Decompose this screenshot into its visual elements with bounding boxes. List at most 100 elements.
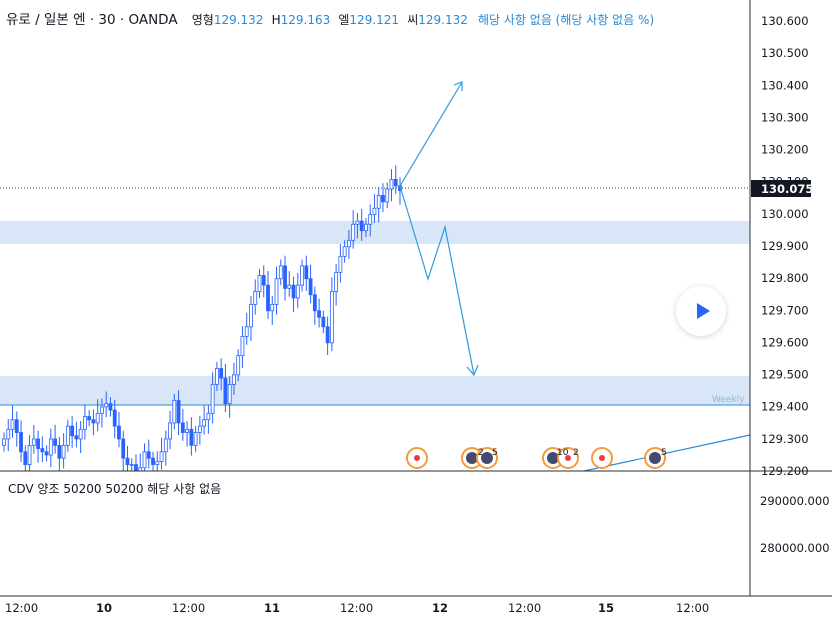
event-marker[interactable] — [644, 447, 666, 469]
price-tick: 129.900 — [761, 239, 809, 253]
candle-body — [372, 207, 377, 216]
event-badge: 5 — [492, 448, 498, 458]
candle-body — [189, 428, 194, 446]
indicator-tick: 280000.000 — [760, 541, 830, 555]
candle-body — [117, 425, 121, 440]
time-tick: 12:00 — [172, 601, 205, 615]
time-tick: 15 — [598, 601, 614, 615]
time-axis[interactable]: 12:00 10 12:00 11 12:00 12 12:00 15 12:0… — [5, 601, 709, 615]
candle-body — [312, 294, 317, 312]
candle-body — [321, 316, 326, 328]
candle-body — [125, 457, 130, 465]
candle-body — [65, 425, 70, 446]
candle-body — [100, 406, 104, 414]
candle-body — [78, 428, 83, 440]
candle-body — [23, 451, 28, 465]
price-tick: 129.300 — [761, 432, 809, 446]
candle-body — [257, 275, 262, 292]
candle-body — [283, 265, 287, 289]
close-label: 씨 — [407, 13, 419, 27]
resistance-zone — [0, 221, 750, 244]
candle-body — [193, 432, 198, 446]
price-tick: 129.700 — [761, 303, 809, 317]
play-button[interactable] — [676, 286, 726, 336]
price-tick: 129.600 — [761, 335, 809, 349]
candle-body — [338, 255, 343, 273]
support-zone — [0, 376, 750, 405]
candle-body — [295, 284, 300, 299]
indicator-legend[interactable]: CDV 양조 50200 50200 해당 사항 없음 — [8, 482, 222, 496]
price-tick: 130.600 — [761, 14, 809, 28]
event-marker[interactable] — [542, 447, 564, 469]
event-marker[interactable] — [591, 447, 613, 469]
event-marker[interactable] — [557, 447, 579, 469]
candle-body — [95, 412, 100, 424]
candle-body — [304, 265, 309, 280]
price-tick: 130.200 — [761, 143, 809, 157]
chart-header: 유로 / 일본 엔 · 30 · OANDA 영형129.132 H129.16… — [6, 8, 654, 28]
price-tick: 130.000 — [761, 207, 809, 221]
candle-body — [385, 188, 390, 203]
price-tick: 129.800 — [761, 271, 809, 285]
candle-body — [342, 246, 347, 257]
candle-body — [197, 425, 202, 433]
event-marker[interactable] — [406, 447, 428, 469]
candle-body — [215, 368, 219, 385]
candle-body — [317, 310, 321, 318]
projection-down-arrowhead — [466, 364, 479, 377]
candle-body — [163, 438, 168, 453]
time-tick: 12 — [432, 601, 448, 615]
price-tick: 130.500 — [761, 46, 809, 60]
candle-body — [44, 451, 49, 456]
low-label: 엘 — [338, 13, 350, 27]
candle-body — [253, 291, 258, 305]
candle-body — [227, 384, 232, 405]
candle-body — [210, 384, 215, 414]
current-price-label: 130.075 — [761, 182, 813, 196]
candle-body — [121, 438, 126, 459]
candle-body — [236, 355, 241, 376]
indicator-tick: 290000.000 — [760, 494, 830, 508]
candle-body — [40, 448, 45, 453]
candle-body — [364, 223, 368, 232]
time-tick: 12:00 — [676, 601, 709, 615]
candle-body — [83, 416, 87, 430]
candle-body — [104, 403, 109, 408]
candle-body — [146, 451, 151, 459]
candle-body — [355, 220, 360, 225]
time-tick: 12:00 — [5, 601, 38, 615]
candle-body — [155, 460, 160, 465]
candle-body — [325, 326, 330, 344]
candle-body — [232, 374, 236, 385]
candle-body — [287, 284, 292, 289]
candle-body — [300, 265, 304, 286]
candle-body — [206, 412, 211, 421]
candle-body — [308, 278, 313, 296]
candle-body — [291, 284, 296, 299]
candle-body — [6, 428, 11, 440]
weekly-label: Weekly — [712, 395, 745, 405]
symbol-title[interactable]: 유로 / 일본 엔 · 30 · OANDA — [6, 12, 178, 28]
price-axis[interactable]: 130.600130.500130.400130.300130.200130.1… — [761, 14, 809, 478]
change-value: 해당 사항 없음 (해당 사항 없음 %) — [478, 13, 655, 27]
candle-body — [376, 195, 381, 209]
trend-line — [583, 434, 751, 472]
low-value: 129.121 — [349, 13, 400, 27]
candle-body — [27, 444, 32, 465]
candle-body — [70, 425, 75, 437]
projection-down-path — [399, 185, 475, 376]
event-marker[interactable] — [476, 447, 498, 469]
candle-body — [142, 451, 147, 469]
candle-body — [329, 291, 334, 344]
candle-body — [359, 220, 364, 232]
price-tick: 129.500 — [761, 368, 809, 382]
price-tick: 130.300 — [761, 110, 809, 124]
candle-body — [91, 419, 96, 424]
candle-body — [57, 444, 62, 459]
candle-body — [2, 438, 6, 446]
candle-body — [381, 195, 385, 203]
candle-body — [223, 377, 228, 405]
candle-body — [172, 400, 177, 424]
event-markers[interactable]: 2 5 10 2 5 — [406, 447, 667, 469]
